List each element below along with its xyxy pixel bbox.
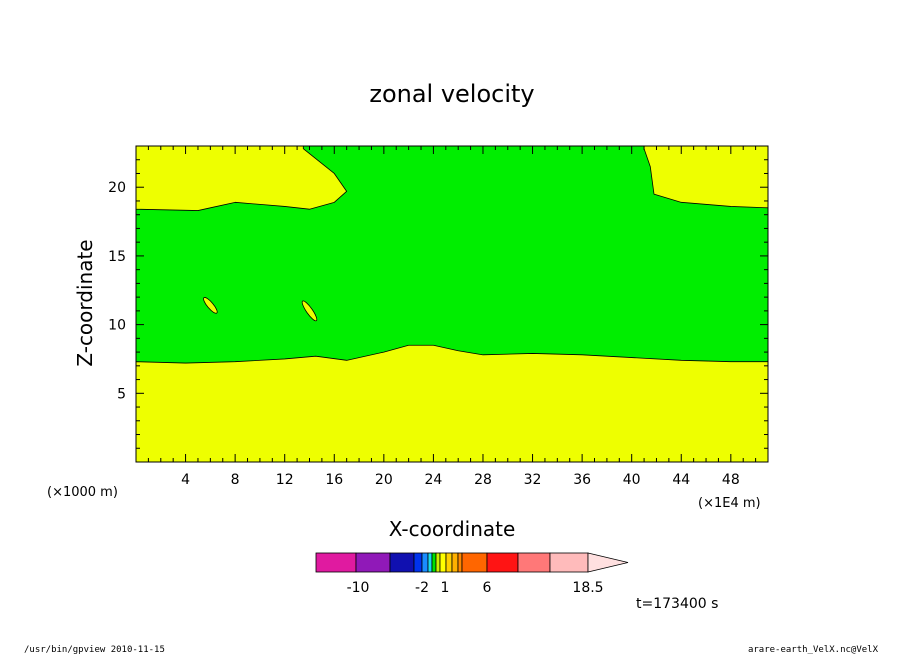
plot-area — [135, 145, 769, 463]
y-tick-label: 10 — [108, 318, 126, 334]
axes-frame — [135, 145, 769, 463]
colorbar-segment — [427, 552, 433, 573]
colorbar-segment — [431, 552, 437, 573]
colorbar-segment — [435, 552, 441, 573]
x-tick-label: 20 — [375, 472, 393, 488]
island-2 — [301, 300, 318, 322]
colorbar-segment — [445, 552, 453, 573]
colorbar-segment — [451, 552, 459, 573]
time-label: t=173400 s — [636, 596, 718, 612]
colorbar-segment — [421, 552, 429, 573]
x-tick-label: 16 — [325, 472, 343, 488]
colorbar-label: -10 — [347, 580, 370, 596]
footer-right: arare-earth_VelX.nc@VelX — [748, 645, 879, 654]
colorbar-arrow — [587, 552, 629, 573]
y-axis-label: Z-coordinate — [73, 239, 97, 366]
y-tick-label: 15 — [108, 249, 126, 265]
x-tick-label: 4 — [181, 472, 190, 488]
colorbar-label: -2 — [415, 580, 429, 596]
colorbar-segment — [389, 552, 415, 573]
region-upper-left — [135, 145, 348, 211]
x-unit-left: (×1000 m) — [47, 485, 118, 500]
x-axis-label: X-coordinate — [389, 517, 516, 541]
colorbar-segment — [517, 552, 551, 573]
footer-left: /usr/bin/gpview 2010-11-15 — [24, 645, 165, 654]
x-tick-label: 12 — [276, 472, 294, 488]
island-1 — [203, 297, 218, 314]
x-tick-label: 32 — [524, 472, 542, 488]
x-tick-label: 36 — [573, 472, 591, 488]
x-tick-label: 28 — [474, 472, 492, 488]
x-tick-label: 48 — [722, 472, 740, 488]
colorbar-label: 1 — [441, 580, 450, 596]
colorbar-segment — [355, 552, 391, 573]
region-lower — [135, 344, 769, 463]
colorbar-segment — [315, 552, 357, 573]
x-unit-right: (×1E4 m) — [698, 496, 761, 511]
y-tick-label: 20 — [108, 180, 126, 196]
colorbar-label: 18.5 — [572, 580, 603, 596]
colorbar-segment — [413, 552, 423, 573]
x-tick-label: 40 — [623, 472, 641, 488]
colorbar-segment — [457, 552, 463, 573]
x-tick-label: 44 — [672, 472, 690, 488]
colorbar-segment — [549, 552, 589, 573]
chart-title: zonal velocity — [369, 80, 534, 108]
x-tick-label: 24 — [424, 472, 442, 488]
colorbar: -10 -2 1 6 18.5 — [315, 552, 629, 596]
colorbar-segment — [486, 552, 519, 573]
y-tick-label: 5 — [117, 386, 126, 402]
colorbar-segment — [461, 552, 488, 573]
colorbar-label: 6 — [483, 580, 492, 596]
colorbar-segment — [439, 552, 447, 573]
x-tick-label: 8 — [231, 472, 240, 488]
